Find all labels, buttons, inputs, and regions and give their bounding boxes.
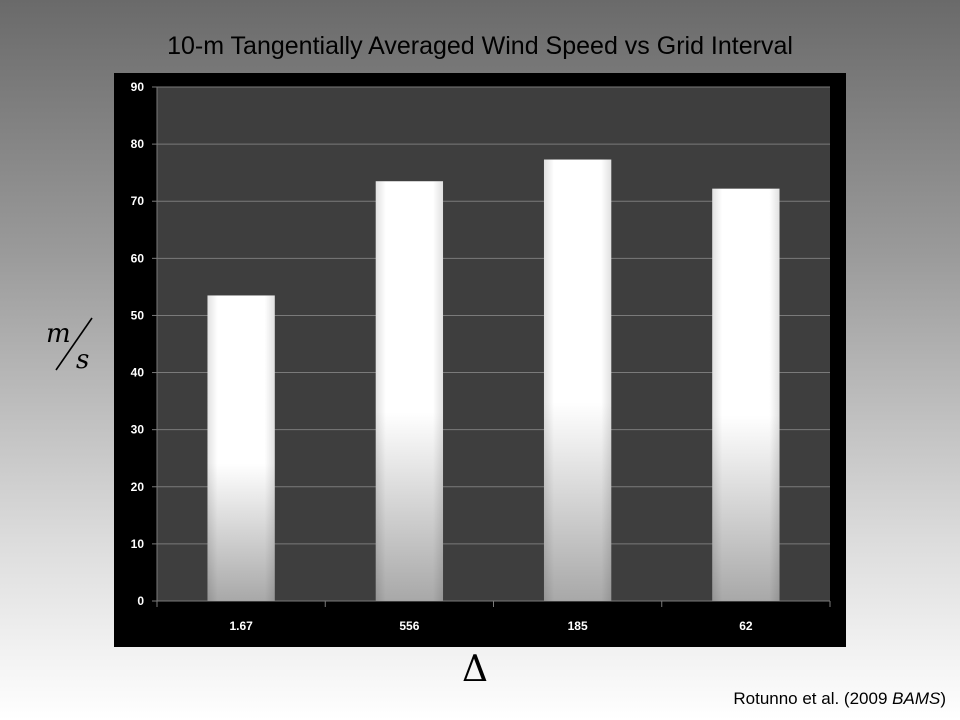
x-tick-label: 185 bbox=[568, 619, 588, 633]
citation-close: ) bbox=[940, 689, 946, 708]
bar-shading bbox=[207, 295, 275, 601]
y-tick-label: 80 bbox=[131, 137, 145, 151]
y-tick-label: 30 bbox=[131, 423, 145, 437]
y-tick-label: 70 bbox=[131, 194, 145, 208]
y-tick-label: 90 bbox=[131, 80, 145, 94]
bar-shading bbox=[543, 159, 612, 601]
y-tick-label: 0 bbox=[137, 594, 144, 608]
chart-title: 10-m Tangentially Averaged Wind Speed vs… bbox=[167, 32, 793, 60]
y-tick-label: 40 bbox=[131, 366, 145, 380]
y-tick-label: 10 bbox=[131, 537, 145, 551]
citation-journal: BAMS bbox=[892, 689, 941, 708]
citation: Rotunno et al. (2009 BAMS) bbox=[733, 689, 946, 709]
x-tick-label: 62 bbox=[739, 619, 753, 633]
y-axis-label-denominator: s bbox=[76, 345, 89, 374]
y-tick-label: 50 bbox=[131, 308, 145, 322]
bar-chart: 0 10 20 30 40 50 60 70 80 90 1.67 556 185 62 bbox=[131, 80, 831, 633]
y-axis-label-slash bbox=[55, 317, 93, 371]
bar-shading bbox=[375, 181, 444, 601]
y-tick-label: 60 bbox=[131, 251, 145, 265]
bar-shading bbox=[712, 188, 780, 601]
x-tick-label: 1.67 bbox=[229, 619, 253, 633]
y-axis-label: m s bbox=[42, 312, 98, 374]
x-tick-label: 556 bbox=[399, 619, 419, 633]
citation-authors: Rotunno et al. (2009 bbox=[733, 689, 893, 708]
x-axis-label: Δ bbox=[462, 649, 488, 690]
chart-frame: 0 10 20 30 40 50 60 70 80 90 1.67 556 185 62 bbox=[114, 73, 846, 647]
y-axis-label-numerator: m bbox=[46, 319, 71, 349]
y-tick-label: 20 bbox=[131, 480, 145, 494]
